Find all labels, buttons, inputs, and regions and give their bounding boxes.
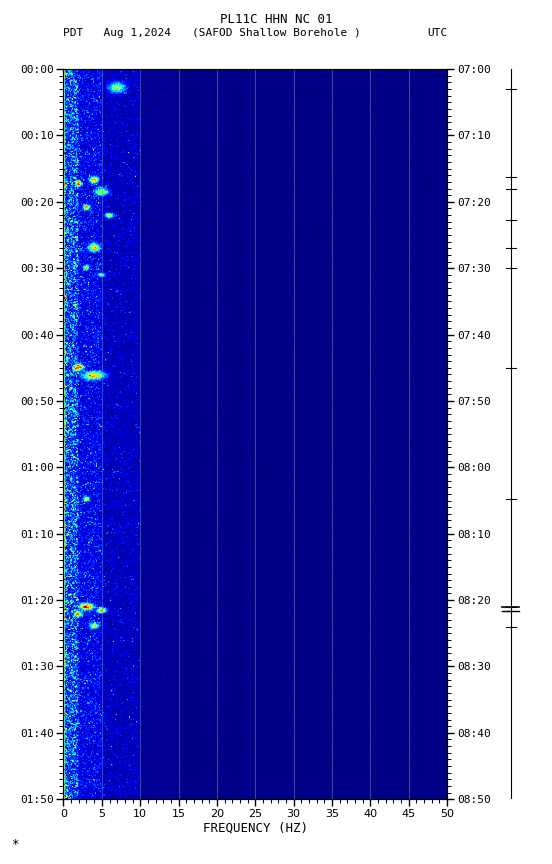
Text: (SAFOD Shallow Borehole ): (SAFOD Shallow Borehole ) [192,28,360,38]
Text: PL11C HHN NC 01: PL11C HHN NC 01 [220,13,332,26]
X-axis label: FREQUENCY (HZ): FREQUENCY (HZ) [203,822,308,835]
Text: PDT   Aug 1,2024: PDT Aug 1,2024 [63,28,172,38]
Text: UTC: UTC [427,28,447,38]
Text: *: * [11,838,19,851]
